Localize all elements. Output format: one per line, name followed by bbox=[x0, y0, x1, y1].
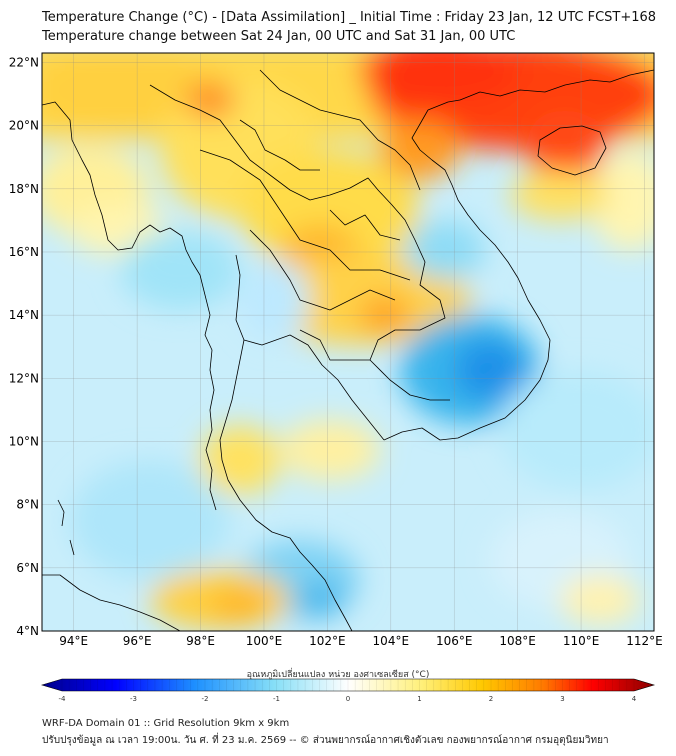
colorbar-tick-label: 4 bbox=[632, 695, 637, 703]
lat-tick-label: 20°N bbox=[9, 119, 39, 133]
title-line-1: Temperature Change (°C) - [Data Assimila… bbox=[42, 10, 657, 25]
lat-tick-label: 4°N bbox=[16, 624, 39, 638]
lat-tick-label: 16°N bbox=[9, 245, 39, 259]
lat-tick-label: 10°N bbox=[9, 434, 39, 448]
border-laos bbox=[259, 69, 421, 191]
colorbar-tick-label: -4 bbox=[59, 695, 67, 703]
lon-tick-label: 100°E bbox=[246, 634, 283, 648]
map-frame bbox=[41, 52, 655, 632]
border-provinces-d bbox=[239, 119, 320, 171]
colorbar-tick-label: 1 bbox=[417, 695, 421, 703]
coastline-gulf bbox=[243, 334, 385, 441]
lon-tick-label: 96°E bbox=[123, 634, 152, 648]
graticule bbox=[42, 53, 654, 631]
lat-tick-label: 14°N bbox=[9, 308, 39, 322]
lon-tick-label: 104°E bbox=[373, 634, 410, 648]
lon-tick-label: 112°E bbox=[626, 634, 663, 648]
lon-tick-label: 106°E bbox=[436, 634, 473, 648]
border-provinces-b bbox=[249, 229, 396, 311]
border-cambodia bbox=[369, 359, 450, 401]
latitude-labels: 22°N 20°N 18°N 16°N 14°N 12°N 10°N 8°N 6°N 4°N bbox=[9, 55, 39, 638]
sumatra-coast bbox=[42, 574, 181, 631]
title-line-2: Temperature change between Sat 24 Jan, 0… bbox=[42, 29, 516, 44]
colorbar: -4 -3 -2 -1 0 1 2 3 4 bbox=[40, 678, 656, 703]
lon-tick-label: 108°E bbox=[499, 634, 536, 648]
footer-line-2: ปรับปรุงข้อมูล ณ เวลา 19:00น. วัน ศ. ที่… bbox=[42, 735, 609, 746]
malaysia-east-coast bbox=[311, 564, 353, 631]
colorbar-tick-label: -1 bbox=[273, 695, 280, 703]
colorbar-tick-label: 3 bbox=[560, 695, 564, 703]
lon-tick-label: 110°E bbox=[563, 634, 600, 648]
colorbar-bar bbox=[40, 678, 656, 692]
colorbar-label: อุณหภูมิเปลี่ยนแปลง หน่วย องศาเซลเซียส (… bbox=[246, 670, 430, 680]
lon-tick-label: 94°E bbox=[59, 634, 88, 648]
temperature-field bbox=[42, 53, 654, 631]
andaman-islands bbox=[57, 499, 75, 556]
border-thailand bbox=[149, 84, 446, 361]
lat-tick-label: 22°N bbox=[9, 55, 39, 69]
longitude-labels: 94°E 96°E 98°E 100°E 102°E 104°E 106°E 108°E 110… bbox=[59, 634, 662, 648]
coastline-china bbox=[459, 69, 654, 101]
coastline-myanmar-west bbox=[42, 101, 217, 511]
footer-line-1: WRF-DA Domain 01 :: Grid Resolution 9km … bbox=[42, 718, 290, 729]
lon-tick-label: 98°E bbox=[186, 634, 215, 648]
lon-tick-label: 102°E bbox=[309, 634, 346, 648]
lat-tick-label: 12°N bbox=[9, 371, 39, 385]
hainan-island bbox=[537, 125, 607, 176]
colorbar-ticks: -4 -3 -2 -1 0 1 2 3 4 bbox=[59, 679, 637, 703]
lat-tick-label: 8°N bbox=[16, 498, 39, 512]
coastlines-and-borders bbox=[42, 69, 654, 631]
colorbar-tick-label: 0 bbox=[346, 695, 350, 703]
coastline-indochina bbox=[383, 99, 551, 441]
colorbar-tick-label: -3 bbox=[130, 695, 137, 703]
colorbar-tick-label: 2 bbox=[489, 695, 493, 703]
lat-tick-label: 6°N bbox=[16, 561, 39, 575]
colorbar-tick-label: -2 bbox=[202, 695, 209, 703]
lat-tick-label: 18°N bbox=[9, 182, 39, 196]
coastline-peninsula-east bbox=[219, 254, 313, 566]
border-provinces-a bbox=[199, 149, 411, 281]
border-provinces-c bbox=[329, 209, 401, 241]
